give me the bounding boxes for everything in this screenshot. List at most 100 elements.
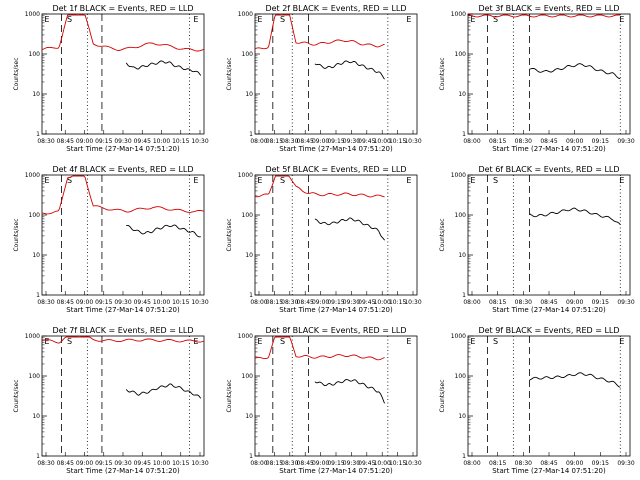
y-axis-label: Counts/sec <box>13 57 20 90</box>
y-tick-label: 10 <box>245 413 253 420</box>
panel-title: Det 5f BLACK = Events, RED = LLD <box>265 165 406 174</box>
x-axis-label: Start Time (27-Mar-14 07:51:20) <box>66 145 180 153</box>
y-tick-label: 1 <box>36 292 40 299</box>
marker-e: E <box>193 15 198 24</box>
x-tick-label: 10:30 <box>404 299 421 306</box>
y-axis-label: Counts/sec <box>226 57 233 90</box>
plot-frame <box>41 13 205 135</box>
y-axis-label: Counts/sec <box>226 379 233 412</box>
plot-frame <box>254 174 418 296</box>
detector-panel-7: Det 7f BLACK = Events, RED = LLD 1 10 100 10… <box>13 326 209 475</box>
detector-panel-3: Det 3f BLACK = Events, RED = LLD 1 10 100 10… <box>439 4 635 153</box>
y-tick-label: 100 <box>242 373 254 380</box>
marker-e: E <box>406 176 411 185</box>
x-tick-label: 08:30 <box>515 138 532 145</box>
plot-frame <box>467 174 631 296</box>
y-axis-label: Counts/sec <box>13 218 20 251</box>
y-tick-label: 100 <box>29 212 41 219</box>
x-tick-label: 08:45 <box>540 299 557 306</box>
y-tick-label: 100 <box>242 212 254 219</box>
marker-e: E <box>470 15 475 24</box>
y-tick-label: 100 <box>455 373 467 380</box>
y-tick-label: 10 <box>458 252 466 259</box>
marker-e: E <box>257 176 262 185</box>
x-tick-label: 08:15 <box>489 460 506 467</box>
y-axis-label: Counts/sec <box>226 218 233 251</box>
x-tick-label: 08:45 <box>57 138 74 145</box>
x-axis-label: Start Time (27-Mar-14 07:51:20) <box>492 467 606 475</box>
marker-e: E <box>44 176 49 185</box>
marker-s: S <box>67 176 72 185</box>
panel-title: Det 8f BLACK = Events, RED = LLD <box>265 326 406 335</box>
x-tick-label: 08:15 <box>489 299 506 306</box>
y-tick-label: 1 <box>462 292 466 299</box>
detector-panel-8: Det 8f BLACK = Events, RED = LLD 1 10 100 10… <box>226 326 422 475</box>
lld-series-line <box>254 175 385 198</box>
y-tick-label: 1000 <box>238 11 253 18</box>
x-tick-label: 08:00 <box>463 299 480 306</box>
y-tick-label: 10 <box>32 252 40 259</box>
x-tick-label: 08:30 <box>281 138 298 145</box>
x-tick-label: 08:00 <box>463 460 480 467</box>
x-tick-label: 10:15 <box>172 299 189 306</box>
x-tick-label: 09:45 <box>358 138 375 145</box>
marker-e: E <box>44 15 49 24</box>
x-tick-label: 09:45 <box>134 138 151 145</box>
detector-panel-6: Det 6f BLACK = Events, RED = LLD 1 10 100 10… <box>439 165 635 314</box>
marker-e: E <box>193 176 198 185</box>
plot-frame <box>467 335 631 457</box>
plot-frame <box>467 13 631 135</box>
lld-series-line <box>254 336 385 361</box>
x-tick-label: 09:00 <box>76 299 93 306</box>
x-tick-label: 08:15 <box>489 138 506 145</box>
x-tick-label: 10:00 <box>374 460 391 467</box>
x-tick-label: 08:45 <box>540 138 557 145</box>
y-tick-label: 100 <box>29 51 41 58</box>
lld-series-line <box>468 14 621 18</box>
x-tick-label: 09:45 <box>134 299 151 306</box>
x-tick-label: 08:45 <box>297 138 314 145</box>
x-tick-label: 09:00 <box>312 138 329 145</box>
marker-s: S <box>67 15 72 24</box>
x-tick-label: 08:00 <box>463 138 480 145</box>
events-series-line <box>314 217 385 241</box>
y-tick-label: 1 <box>462 453 466 460</box>
y-tick-label: 100 <box>455 212 467 219</box>
marker-s: S <box>280 337 285 346</box>
y-tick-label: 10 <box>245 252 253 259</box>
events-series-line <box>529 63 621 80</box>
x-tick-label: 09:15 <box>327 460 344 467</box>
x-tick-label: 08:45 <box>57 460 74 467</box>
x-tick-label: 08:15 <box>266 299 283 306</box>
events-series-line <box>126 224 201 238</box>
marker-s: S <box>493 337 498 346</box>
x-tick-label: 09:30 <box>343 138 360 145</box>
marker-e: E <box>619 337 624 346</box>
x-tick-label: 08:00 <box>250 460 267 467</box>
x-tick-label: 08:45 <box>297 460 314 467</box>
events-series-line <box>125 383 202 399</box>
marker-s: S <box>280 176 285 185</box>
x-tick-label: 10:30 <box>191 138 208 145</box>
x-tick-label: 09:00 <box>566 299 583 306</box>
y-tick-label: 1 <box>462 131 466 138</box>
x-tick-label: 08:45 <box>297 299 314 306</box>
panel-title: Det 1f BLACK = Events, RED = LLD <box>52 4 193 13</box>
y-tick-label: 10 <box>32 91 40 98</box>
marker-e: E <box>406 15 411 24</box>
y-tick-label: 10 <box>458 413 466 420</box>
x-axis-label: Start Time (27-Mar-14 07:51:20) <box>279 306 393 314</box>
x-tick-label: 09:30 <box>617 299 634 306</box>
y-tick-label: 1000 <box>25 333 40 340</box>
marker-e: E <box>470 337 475 346</box>
y-tick-label: 1000 <box>451 333 466 340</box>
events-series-line <box>314 60 385 80</box>
marker-e: E <box>406 337 411 346</box>
y-tick-label: 1000 <box>25 172 40 179</box>
y-tick-label: 100 <box>242 51 254 58</box>
detector-panel-2: Det 2f BLACK = Events, RED = LLD 1 10 100 10… <box>226 4 422 153</box>
x-tick-label: 09:15 <box>592 138 609 145</box>
x-tick-label: 10:00 <box>153 299 170 306</box>
x-tick-label: 09:30 <box>114 460 131 467</box>
